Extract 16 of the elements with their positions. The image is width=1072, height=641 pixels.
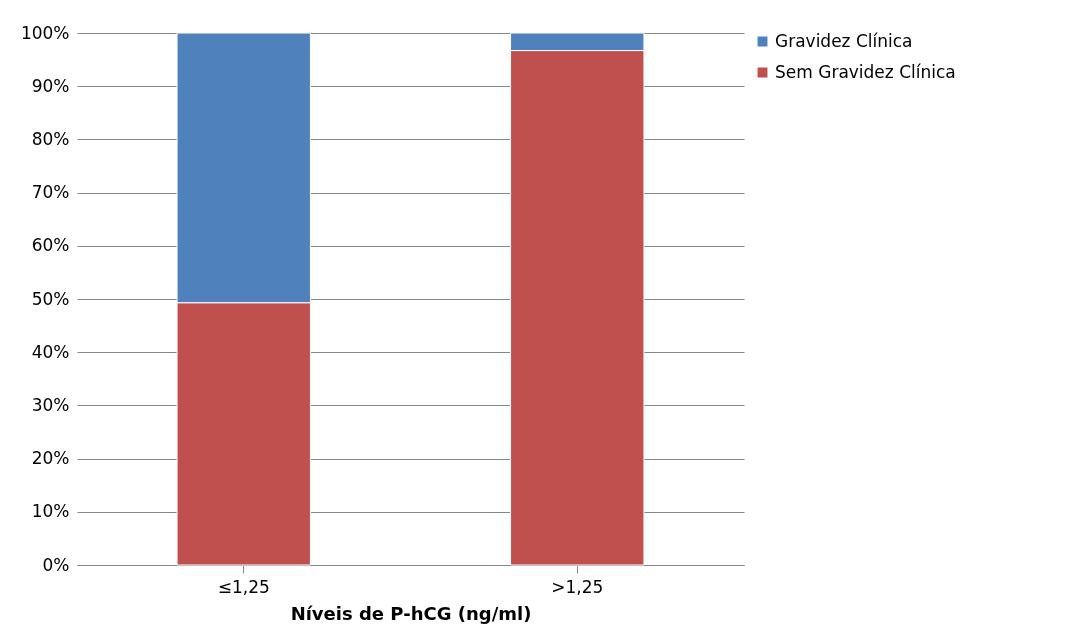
y-tick-label: 0% bbox=[42, 554, 70, 575]
legend-label: Sem Gravidez Clínica bbox=[775, 61, 956, 82]
y-tick-label: 40% bbox=[31, 341, 70, 362]
y-tick-label: 90% bbox=[31, 75, 70, 96]
y-tick-label: 50% bbox=[31, 288, 70, 309]
y-tick-label: 30% bbox=[31, 394, 70, 415]
y-tick-label: 60% bbox=[31, 235, 70, 256]
x-tick-label: >1,25 bbox=[551, 576, 604, 597]
x-axis-title: Níveis de P-hCG (ng/ml) bbox=[290, 602, 532, 624]
y-tick-label: 20% bbox=[31, 448, 70, 469]
y-tick-label: 80% bbox=[31, 128, 70, 149]
y-tick-label: 70% bbox=[31, 182, 70, 203]
y-tick-label: 100% bbox=[20, 22, 70, 43]
y-tick-label: 10% bbox=[31, 501, 70, 522]
x-tick-label: ≤1,25 bbox=[217, 576, 270, 597]
legend-label: Gravidez Clínica bbox=[775, 30, 913, 51]
